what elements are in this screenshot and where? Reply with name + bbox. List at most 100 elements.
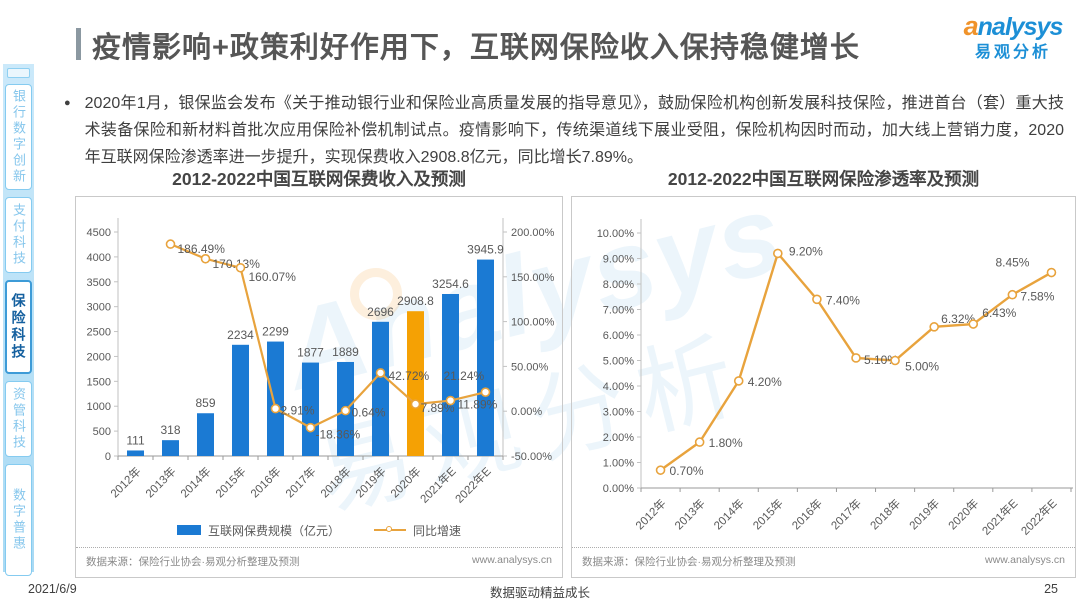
- svg-text:2908.8: 2908.8: [397, 294, 434, 308]
- svg-text:5.00%: 5.00%: [905, 360, 939, 374]
- legend-entry-growth: 同比增速: [374, 522, 461, 539]
- analysys-logo: analysys 易观分析: [952, 11, 1074, 61]
- source-row: 数据来源：保险行业协会·易观分析整理及预测 www.analysys.cn: [76, 547, 562, 577]
- svg-text:150.00%: 150.00%: [511, 272, 555, 284]
- svg-text:2.91%: 2.91%: [281, 404, 315, 418]
- logo-brand-text: nalysys: [977, 13, 1064, 41]
- svg-text:6.32%: 6.32%: [941, 312, 975, 326]
- chart-legend: 互联网保费规模（亿元） 同比增速: [76, 519, 562, 541]
- svg-text:21.24%: 21.24%: [444, 369, 485, 383]
- point-2014年: [733, 376, 744, 386]
- logo-cn-text: 易观分析: [974, 43, 1051, 61]
- site-link: www.analysys.cn: [985, 554, 1065, 566]
- svg-text:6.00%: 6.00%: [603, 330, 634, 342]
- sidebar-item-digital-inclusion[interactable]: 数字普惠: [5, 464, 32, 576]
- svg-text:4000: 4000: [87, 252, 111, 264]
- point-2019年: [929, 322, 939, 332]
- svg-text:7.58%: 7.58%: [1020, 290, 1054, 304]
- sidebar-item-insurance-tech[interactable]: 保险科技: [5, 280, 32, 374]
- page-footer: 2021/6/9 数据驱动精益成长 25: [0, 582, 1080, 601]
- bar-2012年: [127, 450, 144, 456]
- site-link: www.analysys.cn: [472, 554, 552, 566]
- sidebar-item-label: 银行数字创新: [11, 89, 26, 185]
- svg-text:0.00%: 0.00%: [603, 483, 634, 495]
- point-2022年E: [1046, 267, 1057, 278]
- point-2013年: [165, 239, 176, 249]
- svg-text:1500: 1500: [87, 376, 111, 388]
- svg-text:2015年: 2015年: [750, 496, 786, 532]
- left-chart-title: 2012-2022中国互联网保费收入及预测: [172, 169, 466, 189]
- source-note: 数据来源：保险行业协会·易观分析整理及预测: [582, 556, 796, 568]
- svg-text:9.20%: 9.20%: [789, 244, 823, 258]
- bar-2016年: [267, 341, 284, 456]
- svg-text:2.00%: 2.00%: [603, 432, 634, 444]
- sidebar-item-label: 资管科技: [11, 387, 26, 451]
- logo-a-swirl-icon: a: [963, 11, 979, 41]
- svg-text:8.00%: 8.00%: [603, 279, 634, 291]
- svg-text:0.00%: 0.00%: [511, 406, 542, 418]
- svg-text:318: 318: [160, 423, 180, 437]
- svg-text:200.00%: 200.00%: [511, 227, 555, 239]
- line-swatch-icon: [374, 526, 406, 532]
- svg-text:-50.00%: -50.00%: [511, 451, 552, 463]
- legend-label: 同比增速: [413, 523, 462, 538]
- sidebar-item-label: 保险科技: [10, 293, 27, 361]
- penetration-rate-chart: 0.00% 1.00% 2.00% 3.00% 4.00% 5.00% 6.00% 7.00%…: [597, 219, 1073, 538]
- point-2013年: [694, 437, 705, 447]
- svg-text:2013年: 2013年: [142, 464, 178, 500]
- point-2018年: [890, 355, 900, 366]
- svg-text:7.89%: 7.89%: [421, 401, 455, 415]
- bar-2014年: [197, 413, 214, 456]
- sidebar-item-payment-tech[interactable]: 支付科技: [5, 197, 32, 273]
- svg-text:2299: 2299: [262, 325, 289, 339]
- sidebar-item-asset-mgmt-tech[interactable]: 资管科技: [5, 381, 32, 457]
- sidebar-item-bank-digital-innovation[interactable]: 银行数字创新: [5, 84, 32, 190]
- svg-text:2020年: 2020年: [387, 464, 423, 500]
- svg-text:4500: 4500: [87, 227, 111, 239]
- svg-text:2018年: 2018年: [317, 464, 353, 500]
- source-row: 数据来源：保险行业协会·易观分析整理及预测 www.analysys.cn: [572, 547, 1075, 577]
- point-2020年: [410, 399, 421, 409]
- point-2019年: [375, 368, 386, 378]
- bar-2021年E: [442, 293, 459, 456]
- svg-text:2013年: 2013年: [672, 496, 708, 532]
- svg-text:8.45%: 8.45%: [995, 256, 1029, 270]
- bar-2013年: [162, 440, 179, 456]
- point-2017年: [851, 353, 861, 363]
- penetration-rate-card: 0.00% 1.00% 2.00% 3.00% 4.00% 5.00% 6.00% 7.00%…: [571, 196, 1076, 578]
- svg-text:160.07%: 160.07%: [249, 270, 297, 284]
- svg-text:3254.6: 3254.6: [432, 277, 469, 291]
- point-2015年: [773, 248, 783, 259]
- svg-text:4.00%: 4.00%: [603, 381, 634, 393]
- svg-text:2014年: 2014年: [711, 496, 747, 532]
- bar-2015年: [232, 344, 249, 456]
- svg-text:3945.9: 3945.9: [467, 243, 504, 257]
- svg-text:2696: 2696: [367, 305, 394, 319]
- svg-text:4.20%: 4.20%: [748, 375, 782, 389]
- svg-text:6.43%: 6.43%: [982, 306, 1016, 320]
- analysys-logo-icon: analysys: [952, 11, 1074, 42]
- svg-text:1000: 1000: [87, 401, 111, 413]
- legend-entry-premium: 互联网保费规模（亿元）: [176, 522, 340, 539]
- svg-text:9.00%: 9.00%: [603, 254, 634, 266]
- bar-2019年: [372, 321, 389, 456]
- svg-text:7.40%: 7.40%: [826, 293, 860, 307]
- svg-text:1.80%: 1.80%: [709, 436, 743, 450]
- svg-text:2014年: 2014年: [177, 464, 213, 500]
- svg-text:-18.36%: -18.36%: [316, 428, 361, 442]
- premium-income-card: 0 500 1000 1500 2000 2500 3000 3500 4000 4500 -50.…: [75, 196, 563, 578]
- svg-text:3000: 3000: [87, 302, 111, 314]
- svg-text:2234: 2234: [227, 328, 254, 342]
- svg-text:3500: 3500: [87, 277, 111, 289]
- point-2015年: [235, 262, 246, 273]
- bar-2020年: [407, 311, 424, 456]
- point-2021年E: [445, 395, 456, 406]
- svg-text:2018年: 2018年: [867, 496, 903, 532]
- svg-text:2022年E: 2022年E: [452, 464, 494, 506]
- svg-text:3.00%: 3.00%: [603, 407, 634, 419]
- svg-text:1.00%: 1.00%: [603, 458, 634, 470]
- point-2020年: [968, 319, 979, 329]
- summary-bullet: ● 2020年1月，银保监会发布《关于推动银行业和保险业高质量发展的指导意见》，…: [64, 90, 1064, 171]
- point-2012年: [655, 465, 666, 475]
